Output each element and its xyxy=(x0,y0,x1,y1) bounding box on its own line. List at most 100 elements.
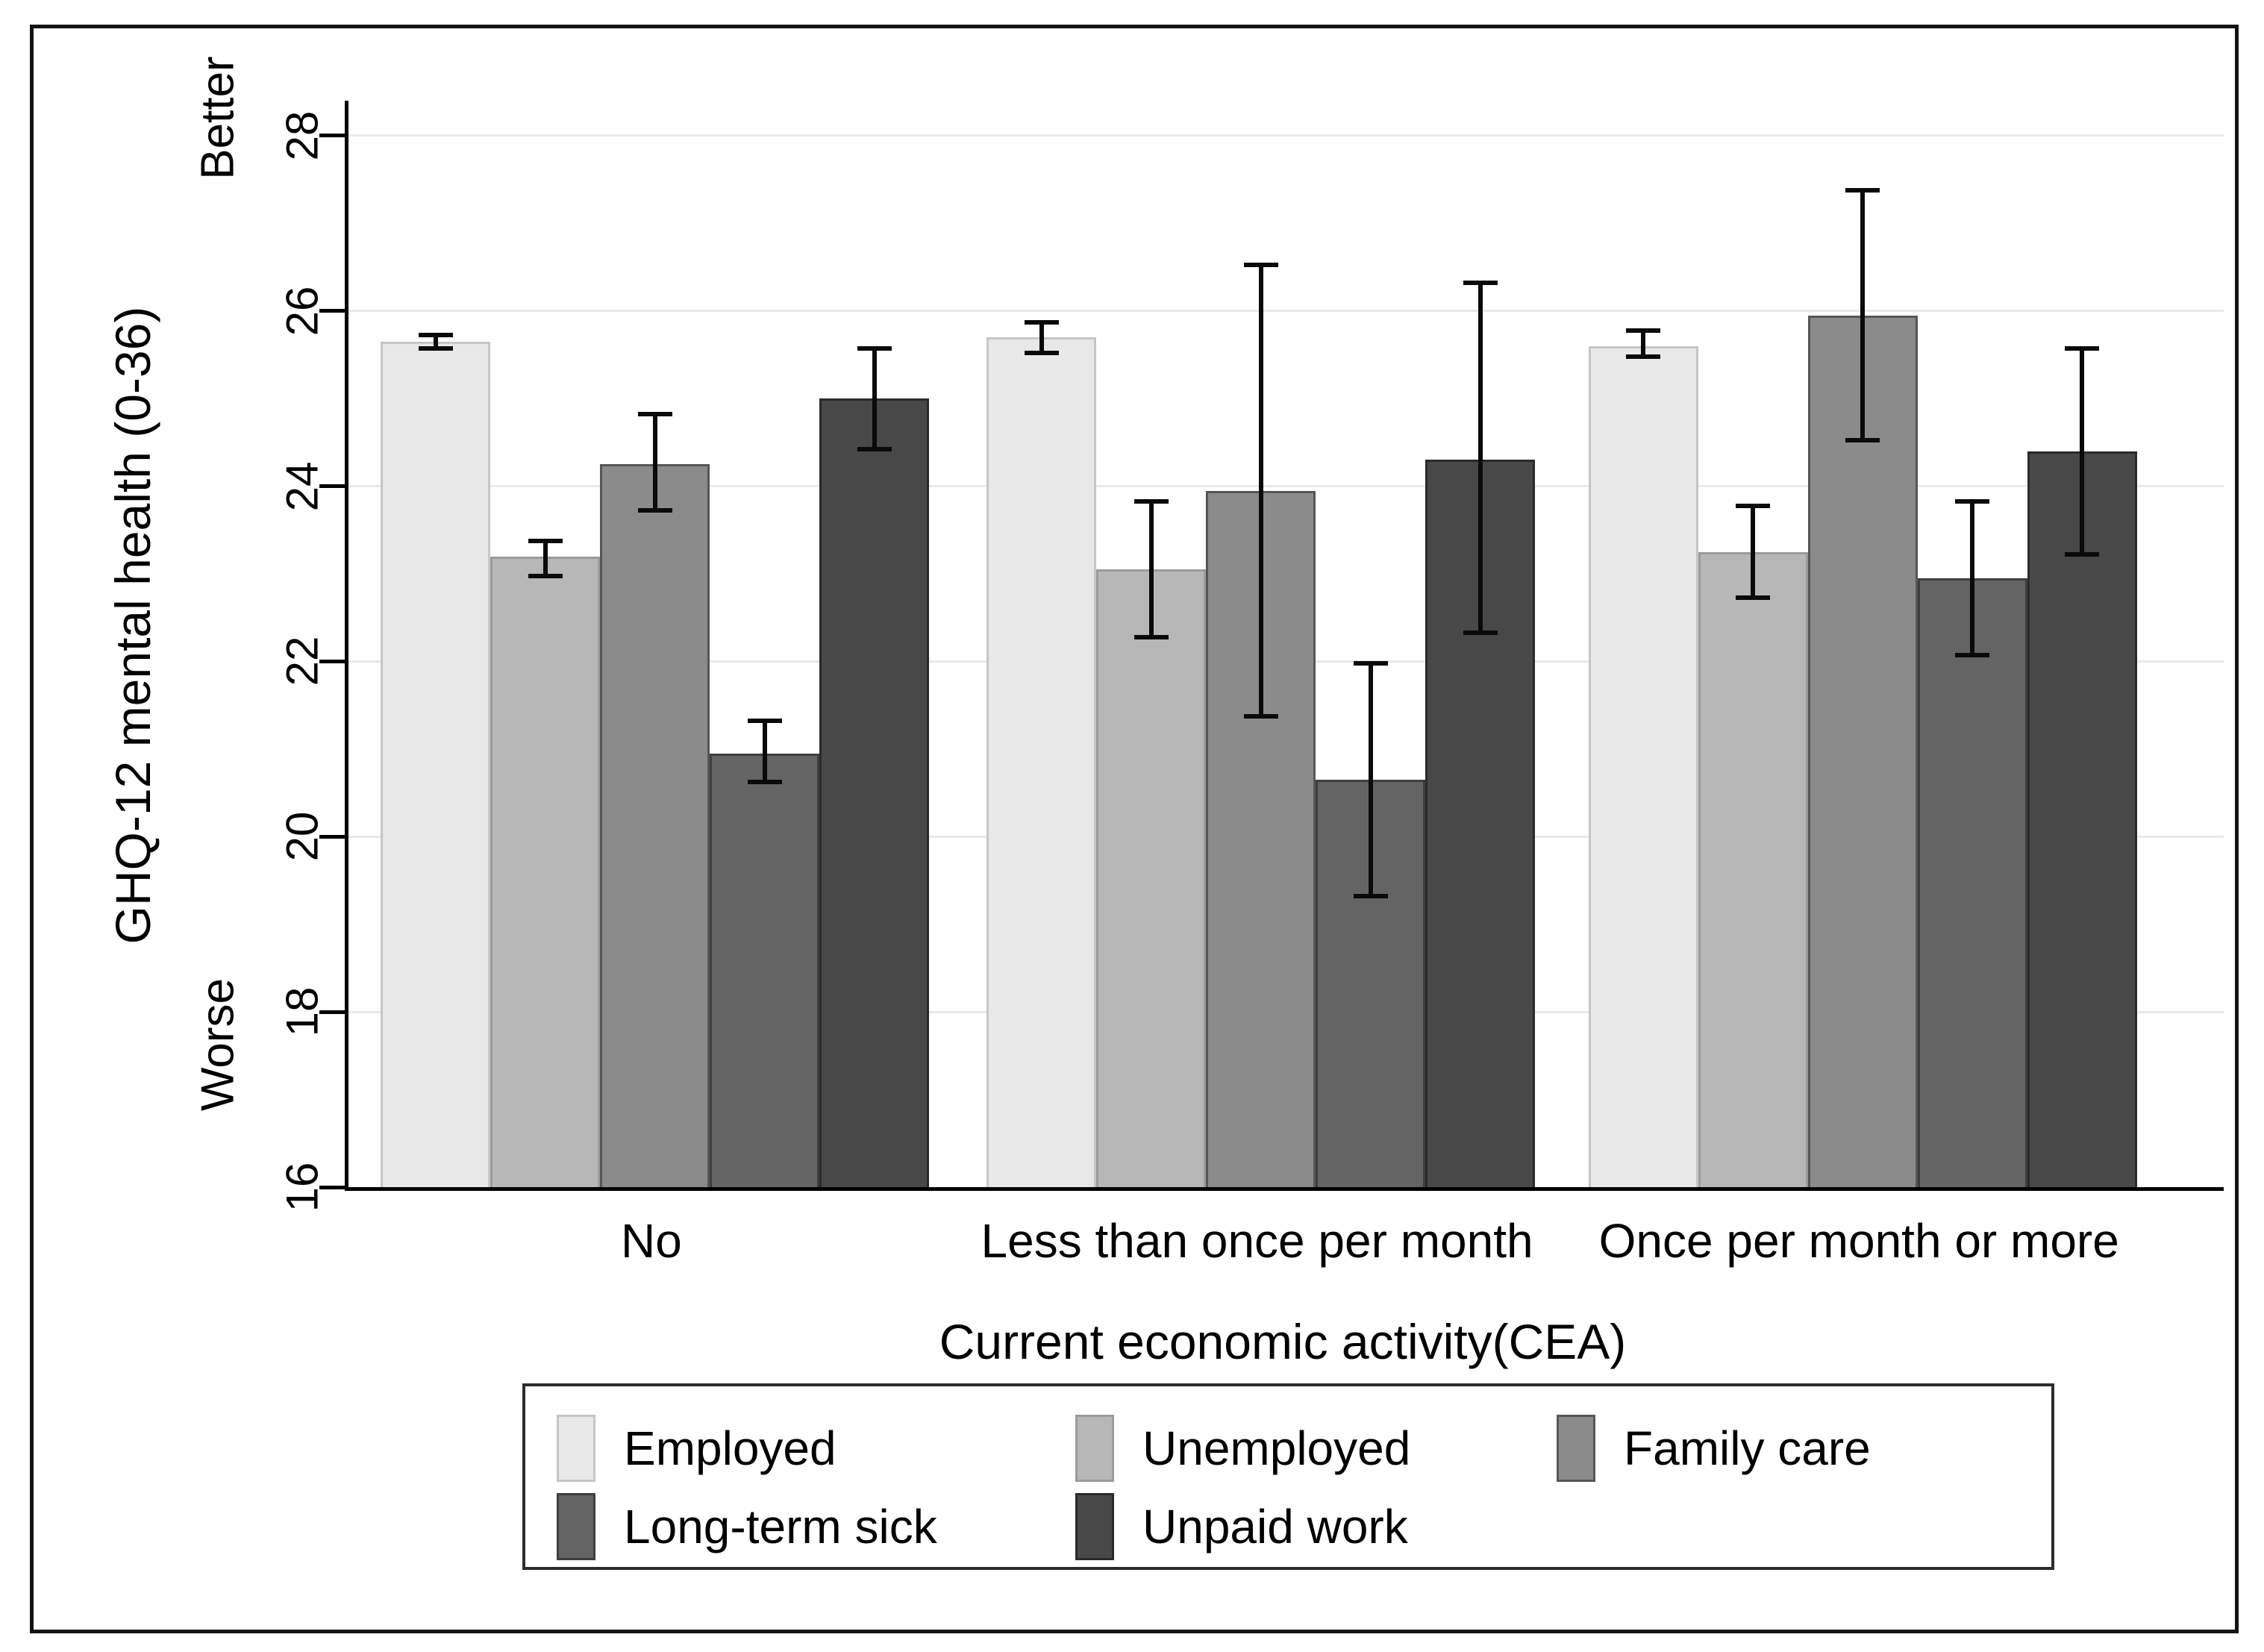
error-bar-cap-top xyxy=(1133,499,1169,504)
error-bar-line xyxy=(762,718,767,784)
legend-label: Family care xyxy=(1624,1421,1871,1475)
bar-unpaid-work-group-3 xyxy=(2027,451,2137,1187)
error-bar-cap-bottom xyxy=(1353,893,1388,898)
error-bar xyxy=(1133,499,1169,640)
error-bar-cap-top xyxy=(1243,263,1278,268)
error-bar xyxy=(857,345,892,451)
error-bar-line xyxy=(1860,188,1866,442)
error-bar-line xyxy=(1970,499,1975,657)
error-bar-line xyxy=(652,411,657,513)
legend-swatch xyxy=(1075,1415,1114,1482)
y-tick-label: 26 xyxy=(277,286,328,337)
error-bar-line xyxy=(1751,504,1756,601)
error-bar xyxy=(1353,661,1388,898)
y-tick-mark xyxy=(319,834,345,839)
error-bar xyxy=(1024,319,1059,355)
gridline-y-24 xyxy=(348,485,2224,488)
bar-long-term-sick-group-1 xyxy=(710,753,820,1187)
y-tick-mark xyxy=(319,484,345,489)
error-bar-cap-bottom xyxy=(528,573,563,578)
legend-swatch xyxy=(1557,1415,1595,1482)
error-bar xyxy=(528,539,563,578)
error-bar-cap-bottom xyxy=(1955,652,1990,657)
bar-family-care-group-3 xyxy=(1807,315,1918,1187)
bar-unemployed-group-2 xyxy=(1096,569,1207,1187)
y-tick-mark xyxy=(319,1010,345,1014)
error-bar xyxy=(1955,499,1990,657)
error-bar-cap-top xyxy=(637,411,672,416)
error-bar xyxy=(747,718,782,784)
legend-label: Unemployed xyxy=(1142,1421,1411,1475)
error-bar-cap-bottom xyxy=(418,345,453,351)
legend-swatch xyxy=(1075,1493,1114,1560)
y-tick-label: 16 xyxy=(277,1162,328,1213)
error-bar-cap-top xyxy=(747,718,782,723)
y-tick-label: 20 xyxy=(277,811,328,862)
error-bar-cap-top xyxy=(1024,319,1059,325)
error-bar-line xyxy=(542,539,548,578)
y-tick-label: 22 xyxy=(277,636,328,686)
plot-area: 16 18 20 22 24 26 28 xyxy=(278,101,2224,1212)
bar-family-care-group-1 xyxy=(600,464,710,1187)
error-bar-cap-top xyxy=(1736,504,1771,509)
legend-swatch xyxy=(557,1493,595,1560)
legend-label: Employed xyxy=(624,1421,837,1475)
error-bar-line xyxy=(872,345,877,451)
error-bar-cap-bottom xyxy=(747,779,782,784)
error-bar xyxy=(1243,263,1278,719)
error-bar xyxy=(637,411,672,513)
error-bar-line xyxy=(1477,280,1483,636)
bar-unpaid-work-group-1 xyxy=(819,398,930,1187)
bar-employed-group-3 xyxy=(1588,345,1698,1187)
bar-unemployed-group-1 xyxy=(490,556,601,1187)
error-bar-cap-bottom xyxy=(1133,635,1169,640)
error-bar xyxy=(1626,328,1661,360)
y-tick-label: 24 xyxy=(277,461,328,512)
error-bar xyxy=(2065,345,2100,557)
error-bar-cap-top xyxy=(528,539,563,544)
error-bar-cap-top xyxy=(1626,328,1661,334)
y-axis-title: GHQ-12 mental health (0-36) xyxy=(105,306,160,945)
error-bar-cap-top xyxy=(1353,661,1388,666)
error-bar-line xyxy=(1641,328,1646,360)
error-bar-cap-bottom xyxy=(1845,437,1880,442)
error-bar-cap-top xyxy=(1955,499,1990,504)
y-axis-better-label: Better xyxy=(192,56,244,180)
error-bar-line xyxy=(1148,499,1154,640)
legend-box: Employed Unemployed Family care Long-term s… xyxy=(522,1383,2054,1570)
error-bar xyxy=(418,333,453,351)
error-bar-line xyxy=(2080,345,2085,557)
error-bar-line xyxy=(1258,263,1263,719)
error-bar-cap-bottom xyxy=(1243,713,1278,719)
error-bar-cap-bottom xyxy=(857,446,892,451)
y-tick-mark xyxy=(319,134,345,138)
y-tick-label: 28 xyxy=(277,110,328,161)
y-tick-mark xyxy=(319,1185,345,1189)
error-bar-cap-bottom xyxy=(1736,595,1771,601)
x-category-label-2: Less than once per month xyxy=(981,1214,1533,1268)
x-axis-title: Current economic activity(CEA) xyxy=(939,1314,1627,1369)
error-bar xyxy=(1736,504,1771,601)
y-tick-mark xyxy=(319,309,345,313)
bar-employed-group-1 xyxy=(381,341,491,1187)
y-tick-mark xyxy=(319,659,345,663)
error-bar-cap-top xyxy=(1463,280,1498,285)
bar-long-term-sick-group-3 xyxy=(1917,578,2027,1187)
x-category-label-3: Once per month or more xyxy=(1598,1214,2119,1268)
error-bar-cap-top xyxy=(2065,345,2100,351)
legend-swatch xyxy=(557,1415,595,1482)
error-bar-line xyxy=(433,333,438,351)
error-bar-line xyxy=(1039,319,1044,355)
legend-label: Unpaid work xyxy=(1142,1500,1408,1554)
legend-label: Long-term sick xyxy=(624,1500,937,1554)
gridline-y-26 xyxy=(348,310,2224,313)
error-bar-cap-bottom xyxy=(1024,350,1059,355)
gridline-y-28 xyxy=(348,134,2224,137)
error-bar xyxy=(1845,188,1880,442)
error-bar-cap-bottom xyxy=(1463,631,1498,636)
y-tick-label: 18 xyxy=(277,986,328,1037)
error-bar-cap-top xyxy=(1845,188,1880,193)
error-bar xyxy=(1463,280,1498,636)
error-bar-cap-top xyxy=(857,345,892,351)
